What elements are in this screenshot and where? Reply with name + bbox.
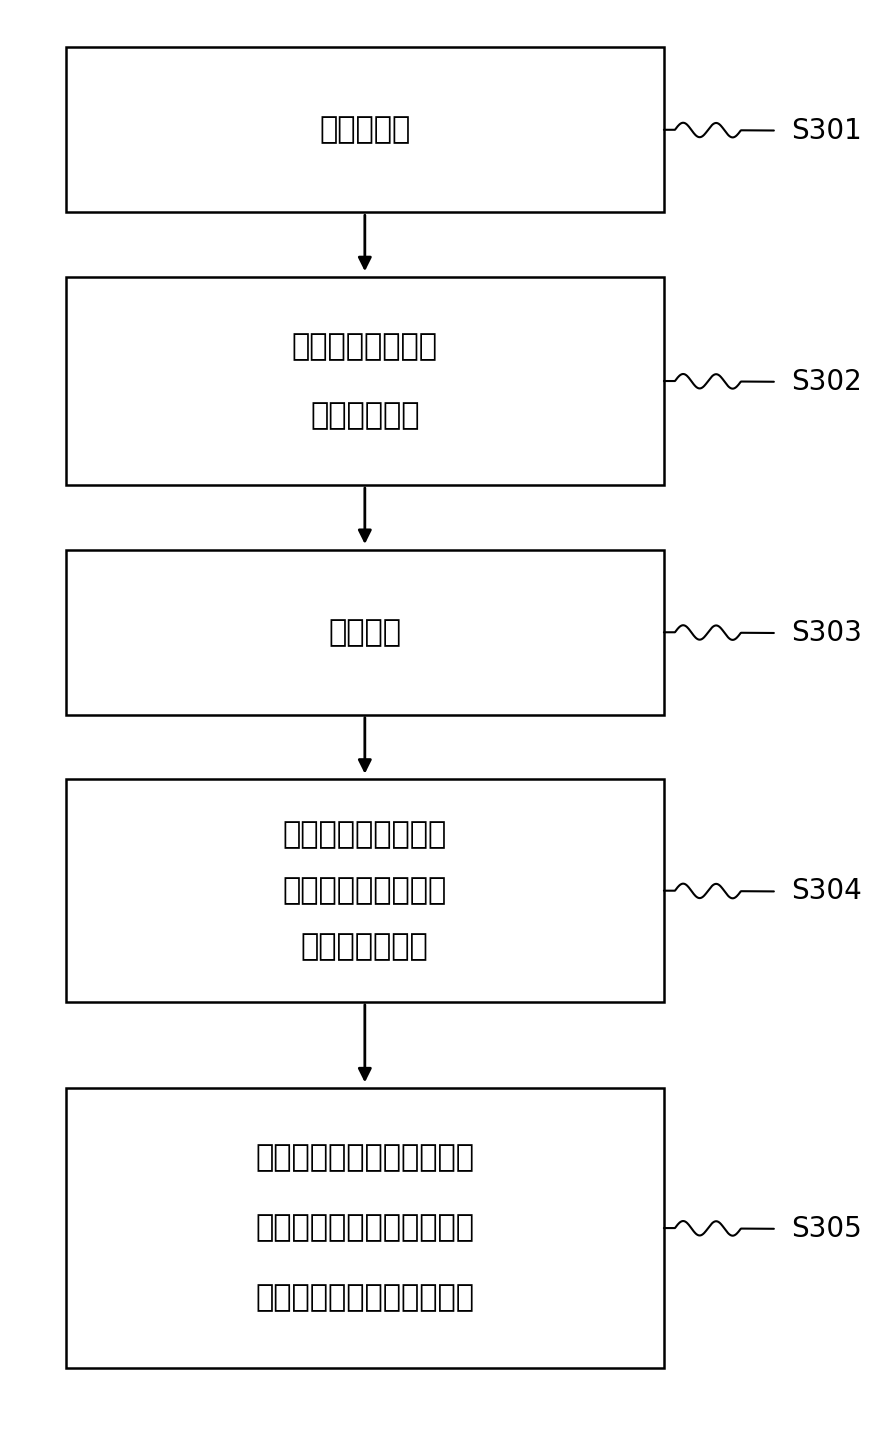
Bar	[66, 780, 664, 1002]
Bar	[66, 1089, 664, 1367]
Text: 利用远端电浆产生器: 利用远端电浆产生器	[282, 820, 447, 849]
Text: 内并进行沉积: 内并进行沉积	[310, 401, 420, 430]
Text: 体后，启动射频功率产生器: 体后，启动射频功率产生器	[256, 1284, 474, 1313]
Bar	[66, 48, 664, 212]
Text: 电浆并导入腔体: 电浆并导入腔体	[301, 931, 429, 960]
Text: 将基底放置于腔体: 将基底放置于腔体	[292, 332, 438, 361]
Text: 气体形成含氢电浆并导入腔: 气体形成含氢电浆并导入腔	[256, 1213, 474, 1243]
Text: S304: S304	[791, 878, 862, 905]
Text: 移出基底: 移出基底	[329, 618, 401, 647]
Text: S303: S303	[791, 619, 862, 647]
Text: 将含氟气体形成含氟: 将含氟气体形成含氟	[282, 877, 447, 905]
Text: 利用远端电浆产生器将含氢: 利用远端电浆产生器将含氢	[256, 1144, 474, 1173]
Text: 前沉积程序: 前沉积程序	[319, 116, 410, 144]
Text: S305: S305	[791, 1214, 862, 1243]
Text: S301: S301	[791, 117, 862, 144]
Text: S302: S302	[791, 368, 862, 396]
Bar	[66, 277, 664, 485]
Bar	[66, 550, 664, 715]
